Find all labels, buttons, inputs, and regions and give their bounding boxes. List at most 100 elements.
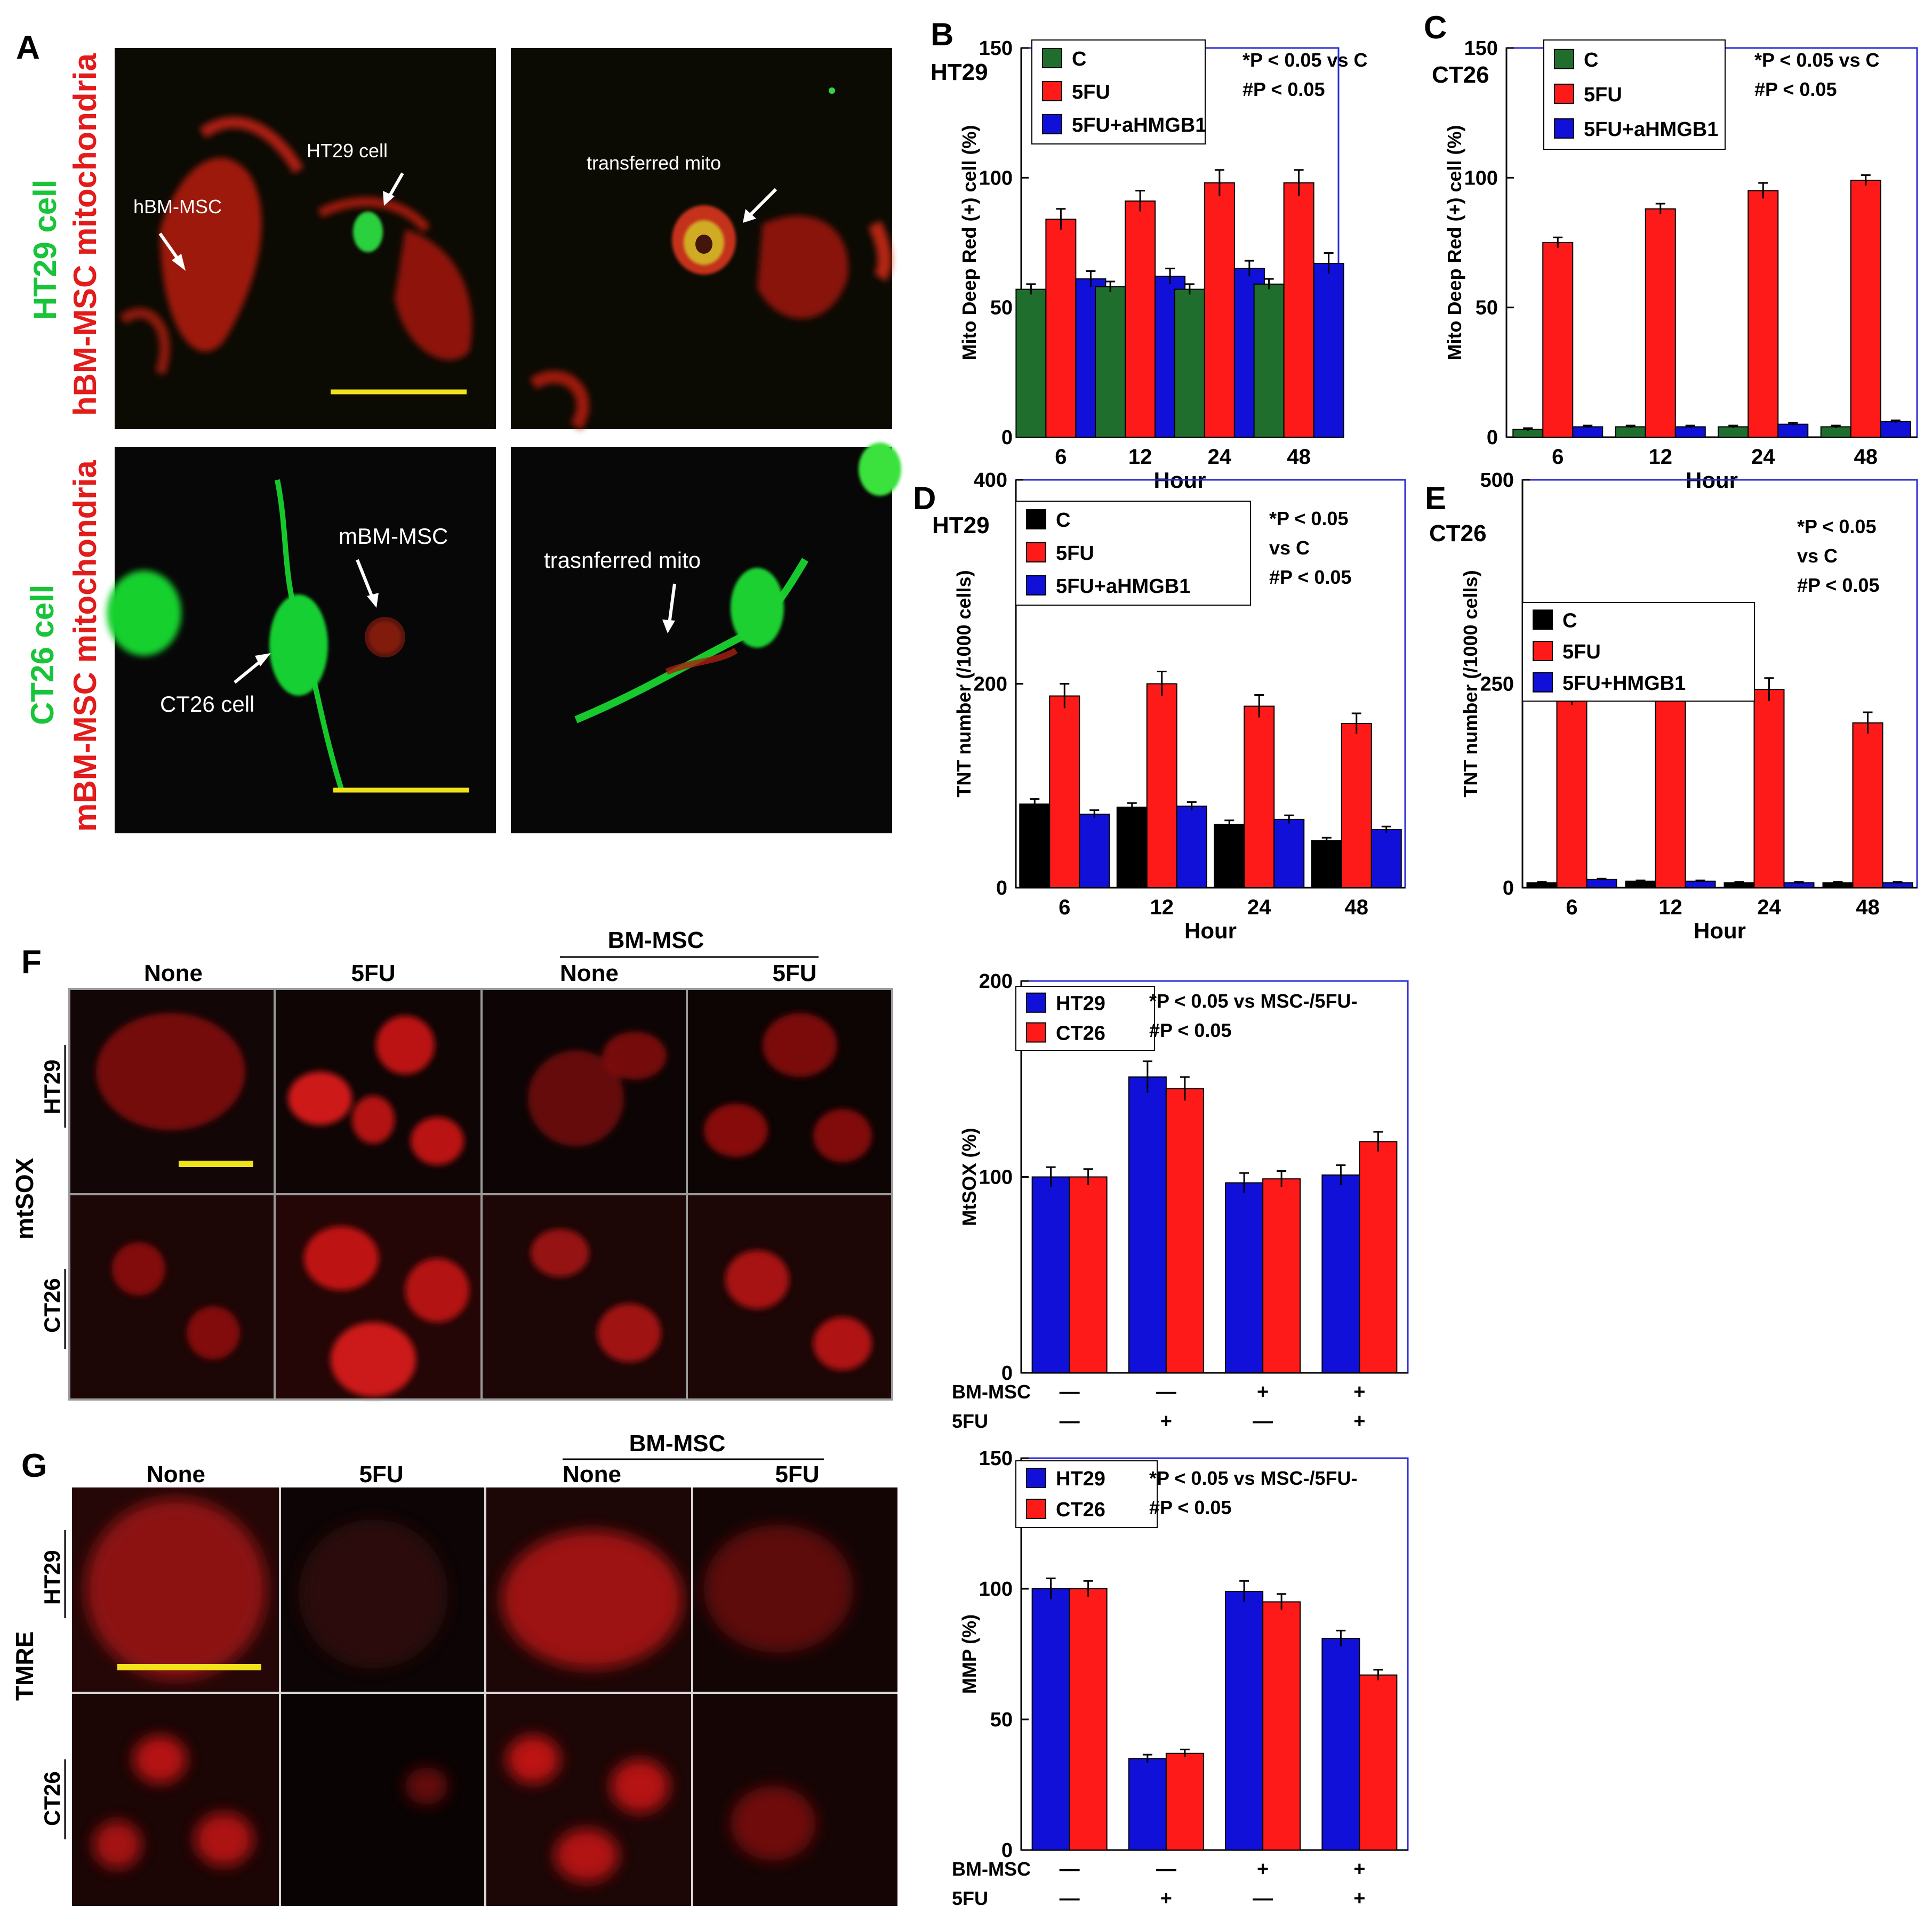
y-tick-label: 200 bbox=[974, 673, 1007, 696]
bar-5fu bbox=[1125, 200, 1156, 438]
bar-5fu-ahmgb1 bbox=[1674, 426, 1706, 438]
annot-mbm-msc: mBM-MSC bbox=[339, 524, 448, 549]
x-tick-label: 6 bbox=[1055, 445, 1067, 469]
y-tick-label: 50 bbox=[1476, 297, 1498, 319]
bar-5fu-ahmgb1 bbox=[1777, 423, 1809, 438]
bar-ht29 bbox=[1128, 1758, 1167, 1851]
bar-5fu bbox=[1341, 723, 1372, 889]
panel-f-chart: 0 100 200 MtSOX (%) BM-MSC — — + +5FU — + — + HT29 CT2… bbox=[952, 970, 1409, 1433]
bar-ct26 bbox=[1165, 1752, 1204, 1851]
bar-c bbox=[1116, 806, 1148, 888]
micrograph-ht29-1: hBM-MSC HT29 cell bbox=[115, 48, 496, 429]
bar-5fu bbox=[1556, 692, 1588, 888]
bar-ct26 bbox=[1165, 1088, 1204, 1373]
y-tick-label: 0 bbox=[1001, 427, 1013, 449]
legend-label: HT29 bbox=[1056, 1468, 1105, 1490]
stats-text: *P < 0.05 bbox=[1269, 508, 1348, 529]
legend-swatch bbox=[1554, 118, 1574, 139]
legend-swatch bbox=[1026, 542, 1046, 562]
bar-5fu-ahmgb1 bbox=[1572, 426, 1604, 438]
bar-5fu bbox=[1852, 722, 1883, 888]
legend-swatch bbox=[1026, 509, 1046, 530]
bar-ht29 bbox=[1031, 1176, 1070, 1373]
stats-text: *P < 0.05 bbox=[1797, 516, 1876, 537]
legend-swatch bbox=[1042, 81, 1062, 101]
panel-g-group-label: BM-MSC bbox=[629, 1430, 726, 1457]
y-tick-label: 100 bbox=[979, 1167, 1013, 1189]
x-axis-label: Hour bbox=[1184, 918, 1237, 943]
stats-text: *P < 0.05 vs MSC-/5FU- bbox=[1149, 1467, 1358, 1489]
y-tick-label: 150 bbox=[979, 1447, 1013, 1470]
micrograph-ht29-2: transferred mito bbox=[511, 48, 892, 430]
legend-label: 5FU bbox=[1056, 542, 1094, 565]
y-tick-label: 400 bbox=[974, 469, 1007, 492]
stats-text: #P < 0.05 bbox=[1754, 78, 1837, 100]
bar-c bbox=[1015, 288, 1047, 438]
annot-transferred-mito: transferred mito bbox=[587, 152, 721, 174]
y-tick-label: 500 bbox=[1480, 469, 1514, 492]
panel-g-col-5fu: 5FU bbox=[359, 1461, 403, 1487]
panel-letter-e: E bbox=[1425, 480, 1446, 516]
y-axis-label: MtSOX (%) bbox=[958, 1128, 980, 1226]
legend-swatch bbox=[1533, 641, 1553, 662]
stats-text: *P < 0.05 vs C bbox=[1242, 49, 1368, 71]
stats-text: #P < 0.05 bbox=[1242, 78, 1325, 100]
row-marker: — bbox=[1253, 1410, 1273, 1433]
y-tick-label: 0 bbox=[1001, 1362, 1013, 1385]
panel-f-row-ct26: CT26 bbox=[39, 1278, 65, 1333]
panel-f-col-none: None bbox=[144, 960, 203, 986]
panel-d-title: HT29 bbox=[932, 512, 990, 538]
annot-ct26-cell: CT26 cell bbox=[160, 691, 254, 717]
panel-g-col-5fu2: 5FU bbox=[775, 1461, 819, 1487]
panel-a-row1-label-red: hBM-MSC mitochondria bbox=[67, 53, 103, 416]
row-label: 5FU bbox=[952, 1887, 988, 1909]
row-marker: — bbox=[1060, 1887, 1080, 1910]
x-tick-label: 48 bbox=[1345, 896, 1369, 919]
bar-c bbox=[1311, 840, 1342, 889]
row-marker: — bbox=[1060, 1410, 1080, 1433]
bar-c bbox=[1718, 426, 1749, 438]
y-tick-label: 0 bbox=[1503, 877, 1514, 899]
row-marker: + bbox=[1353, 1887, 1365, 1910]
panel-e-title: CT26 bbox=[1429, 520, 1487, 546]
y-tick-label: 250 bbox=[1480, 673, 1514, 696]
row-marker: — bbox=[1156, 1858, 1176, 1880]
panel-e: E CT26 0 250 500 TNT number (/1000 cells) 6 1… bbox=[1425, 469, 1918, 943]
bar-5fu bbox=[1850, 180, 1881, 438]
y-tick-label: 100 bbox=[1464, 167, 1498, 189]
x-tick-label: 24 bbox=[1208, 445, 1232, 469]
x-tick-label: 48 bbox=[1287, 445, 1311, 469]
legend-label: CT26 bbox=[1056, 1499, 1105, 1521]
panel-letter-c: C bbox=[1424, 10, 1447, 45]
panel-f-row-ht29: HT29 bbox=[39, 1059, 65, 1114]
micrograph-ct26-2: trasnferred mito bbox=[511, 443, 901, 833]
y-tick-label: 200 bbox=[979, 970, 1013, 993]
legend-swatch bbox=[1026, 992, 1046, 1013]
micrograph-grid-f bbox=[68, 988, 893, 1401]
y-axis-label: TNT number (/1000 cells) bbox=[1460, 570, 1481, 797]
bar-5fu-ahmgb1 bbox=[1370, 829, 1402, 889]
y-tick-label: 0 bbox=[1001, 1839, 1013, 1862]
bar-ct26 bbox=[1359, 1141, 1398, 1374]
panel-g-chart: 0 50 100 150 MMP (%) BM-MSC — — + +5FU — + — + HT29 CT2… bbox=[952, 1447, 1409, 1910]
panel-b: B HT29 0 50 100 150 Mito Deep Red (+) cell (… bbox=[931, 17, 1368, 493]
row-marker: — bbox=[1156, 1381, 1176, 1403]
bar-5fu bbox=[1283, 182, 1314, 438]
stats-text: vs C bbox=[1269, 537, 1310, 559]
legend-swatch bbox=[1026, 575, 1046, 596]
panel-g-row-ht29: HT29 bbox=[39, 1550, 65, 1605]
annot-ht29-cell: HT29 cell bbox=[307, 140, 388, 162]
panel-d: D HT29 0 200 400 TNT number (/1000 cells) 6 1… bbox=[913, 469, 1406, 943]
legend-box bbox=[1522, 602, 1755, 702]
bar-c bbox=[1095, 286, 1126, 438]
annot-hbm-msc: hBM-MSC bbox=[133, 196, 222, 218]
bar-5fu bbox=[1146, 683, 1177, 888]
bar-ct26 bbox=[1069, 1176, 1108, 1373]
panel-g-row-ct26: CT26 bbox=[39, 1771, 65, 1826]
panel-f-col-5fu: 5FU bbox=[351, 960, 395, 986]
x-tick-label: 12 bbox=[1150, 896, 1174, 919]
y-tick-label: 100 bbox=[979, 167, 1013, 189]
row-marker: — bbox=[1253, 1887, 1273, 1910]
y-tick-label: 100 bbox=[979, 1578, 1013, 1601]
